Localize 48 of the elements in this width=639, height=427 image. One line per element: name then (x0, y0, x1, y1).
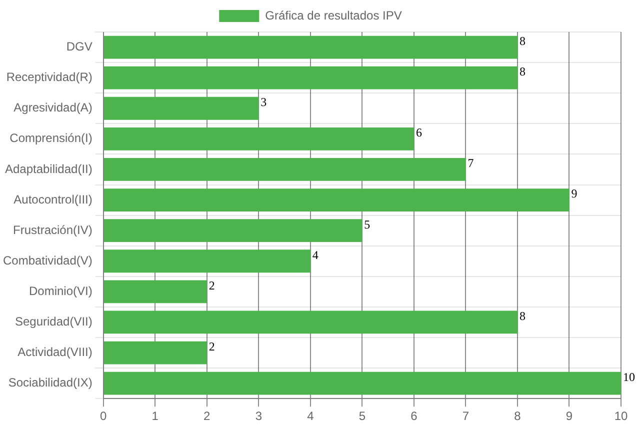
data-label: 9 (571, 186, 578, 201)
data-label: 8 (519, 34, 526, 48)
y-tick-label: Adaptabilidad(II) (4, 162, 92, 176)
y-tick-label: Sociabilidad(IX) (8, 376, 92, 390)
bar (104, 158, 466, 181)
y-tick-label: Dominio(VI) (29, 284, 92, 298)
data-label: 7 (468, 156, 474, 170)
y-tick-label: Receptividad(R) (6, 70, 92, 84)
x-tick-label: 6 (410, 409, 418, 424)
x-tick-label: 5 (358, 409, 366, 424)
x-tick-label: 1 (152, 409, 159, 424)
data-label: 3 (260, 95, 267, 110)
bar (104, 280, 207, 304)
bar (104, 66, 518, 90)
x-tick-label: 3 (255, 409, 262, 424)
x-tick-label: 0 (100, 409, 108, 424)
x-tick-label: 2 (204, 409, 211, 424)
y-tick-label: Actividad(VIII) (18, 345, 92, 360)
y-tick-label: Autocontrol(III) (14, 192, 92, 206)
y-tick-label: Seguridad(VII) (14, 314, 92, 329)
x-tick-label: 9 (566, 409, 573, 424)
data-label: 8 (519, 64, 526, 79)
bar (104, 250, 310, 273)
data-label: 2 (208, 278, 215, 292)
y-tick-label: Comprensión(I) (10, 131, 92, 146)
bar (104, 341, 207, 364)
data-label: 5 (364, 217, 370, 232)
y-tick-label: Frustración(IV) (13, 222, 92, 237)
data-label: 4 (312, 248, 318, 262)
y-tick-label: Combatividad(V) (2, 253, 92, 268)
data-label: 8 (519, 308, 526, 323)
bar (104, 372, 621, 395)
y-tick-label: DGV (66, 40, 92, 54)
bar (104, 96, 259, 120)
bar (104, 36, 518, 59)
data-label: 6 (416, 126, 422, 140)
data-label: 2 (208, 339, 215, 354)
x-tick-label: 8 (514, 409, 522, 424)
bar (104, 219, 362, 242)
x-tick-label: 7 (462, 409, 470, 424)
x-tick-label: 10 (614, 409, 628, 424)
bar (104, 127, 414, 150)
x-tick-label: 4 (307, 409, 314, 424)
data-label: 10 (623, 370, 635, 384)
y-tick-label: Agresividad(A) (14, 100, 92, 115)
bar (104, 310, 518, 334)
bar (104, 188, 570, 212)
legend-label: Gráfica de resultados IPV (265, 8, 402, 22)
